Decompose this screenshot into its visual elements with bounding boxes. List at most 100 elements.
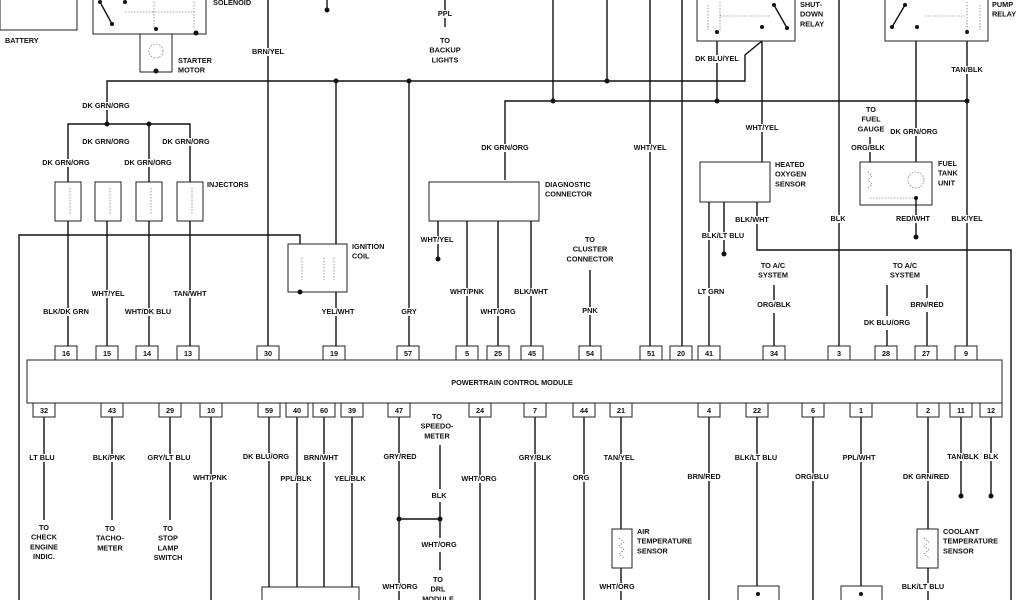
ac2-label: SYSTEM (890, 271, 920, 280)
pin-box (874, 345, 898, 361)
fuelgauge-label: TO (866, 105, 876, 114)
pin-box (285, 402, 309, 418)
wire-color-label: DK GRN/ORG (82, 137, 130, 146)
airtemp-label: TEMPERATURE (637, 537, 692, 546)
fuelgauge-label: FUEL (861, 115, 881, 124)
pin-box (322, 345, 346, 361)
stoplamp-label: TO (163, 524, 173, 533)
diagnostic-connector-box (428, 181, 540, 222)
wire-color-label: DK GRN/ORG (890, 127, 938, 136)
pin-number: 54 (586, 349, 595, 358)
wire-color-label: BLK (831, 214, 847, 223)
wire-color-label: LT BLU (29, 453, 54, 462)
pin-number: 29 (166, 406, 174, 415)
pin-box (578, 345, 602, 361)
wire-color-label: DK GRN/ORG (124, 158, 172, 167)
pin-box (745, 402, 769, 418)
wire-color-label: WHT/YEL (92, 289, 125, 298)
ignition-coil-box (287, 243, 348, 293)
pin-box (486, 345, 510, 361)
tach-label: TACHO- (96, 534, 124, 543)
pump-motor-icon (907, 171, 925, 189)
pump-label: RELAY (992, 10, 1016, 19)
pin-number: 15 (103, 349, 111, 358)
ac1-label: SYSTEM (758, 271, 788, 280)
wire-color-label: LT GRN (698, 287, 725, 296)
pin-box (954, 345, 978, 361)
pin-number: 2 (926, 406, 930, 415)
wire-color-label: BLK/PNK (93, 453, 126, 462)
pin-box (609, 402, 633, 418)
stoplamp-label: LAMP (158, 543, 179, 552)
pcm-title: POWERTRAIN CONTROL MODULE (451, 378, 573, 387)
coil-label: COIL (352, 252, 370, 261)
battery-box (0, 0, 78, 31)
o2-label: SENSOR (775, 179, 807, 188)
wire-color-label: PPL/BLK (280, 474, 312, 483)
pin-box (387, 402, 411, 418)
solenoid-box (92, 0, 207, 35)
injector-2 (94, 181, 122, 222)
wire-color-label: DK BLU/ORG (864, 318, 911, 327)
diag-label: CONNECTOR (545, 190, 593, 199)
pin-number: 13 (184, 349, 192, 358)
checkengine-label: CHECK (31, 533, 58, 542)
wire-color-label: WHT/ORG (382, 582, 418, 591)
pin-number: 45 (528, 349, 536, 358)
pin-box (468, 402, 492, 418)
wire-color-label: BLK/LT BLU (735, 453, 777, 462)
wire-color-label: GRY/BLK (519, 453, 552, 462)
wire-color-label: DK BLU/ORG (243, 452, 290, 461)
fuel-tank-unit-box (859, 161, 933, 206)
wire-color-label: PPL (438, 9, 453, 18)
pin-number: 40 (293, 406, 301, 415)
shutdown-label: RELAY (800, 19, 824, 28)
o2-label: HEATED (775, 160, 804, 169)
pin-box (572, 402, 596, 418)
wire-color-label: BLK/LT BLU (702, 231, 744, 240)
injector-4 (176, 181, 204, 222)
pin-box (256, 345, 280, 361)
pin-number: 22 (753, 406, 761, 415)
wire-color-label: BRN/RED (687, 472, 720, 481)
pin-number: 21 (617, 406, 625, 415)
pin-number: 14 (143, 349, 152, 358)
wire-color-label: PNK (582, 306, 598, 315)
wire-color-label: WHT/YEL (746, 123, 779, 132)
pin-number: 5 (465, 349, 469, 358)
injector-1 (54, 181, 82, 222)
wire-color-label: WHT/YEL (634, 143, 667, 152)
wire-color-label: WHT/ORG (480, 307, 516, 316)
checkengine-label: INDIC. (33, 552, 55, 561)
tank-label: FUEL (938, 159, 958, 168)
pin-box (639, 345, 663, 361)
wire-color-label: DK GRN/ORG (162, 137, 210, 146)
backup-label: TO (440, 36, 450, 45)
speedo-label: METER (424, 431, 450, 440)
pin-box (176, 345, 200, 361)
pin-box (520, 345, 544, 361)
wire-color-label: GRY/LT BLU (148, 453, 191, 462)
pin-box (801, 402, 825, 418)
wire-color-label: BLK/DK GRN (43, 307, 89, 316)
pin-number: 24 (476, 406, 485, 415)
air-temperature-sensor-box (611, 528, 633, 569)
pin-box (762, 345, 786, 361)
wire-color-label: ORG/BLK (851, 143, 885, 152)
tach-label: TO (105, 524, 115, 533)
fuel-pump-relay-box (884, 0, 989, 42)
wire-color-label: WHT/YEL (421, 235, 454, 244)
wire-color-label: WHT/PNK (193, 473, 228, 482)
ac1-label: TO A/C (761, 261, 786, 270)
tank-label: UNIT (938, 178, 956, 187)
wire-color-label: BLK/LT BLU (902, 582, 944, 591)
pin-number: 30 (264, 349, 272, 358)
wire-color-label: TAN/BLK (947, 452, 979, 461)
pin-number: 10 (207, 406, 215, 415)
airtemp-label: AIR (637, 527, 650, 536)
wire-color-label: BLK (432, 491, 448, 500)
solenoid-label: SOLENOID (213, 0, 251, 7)
injectors-label: INJECTORS (207, 180, 249, 189)
